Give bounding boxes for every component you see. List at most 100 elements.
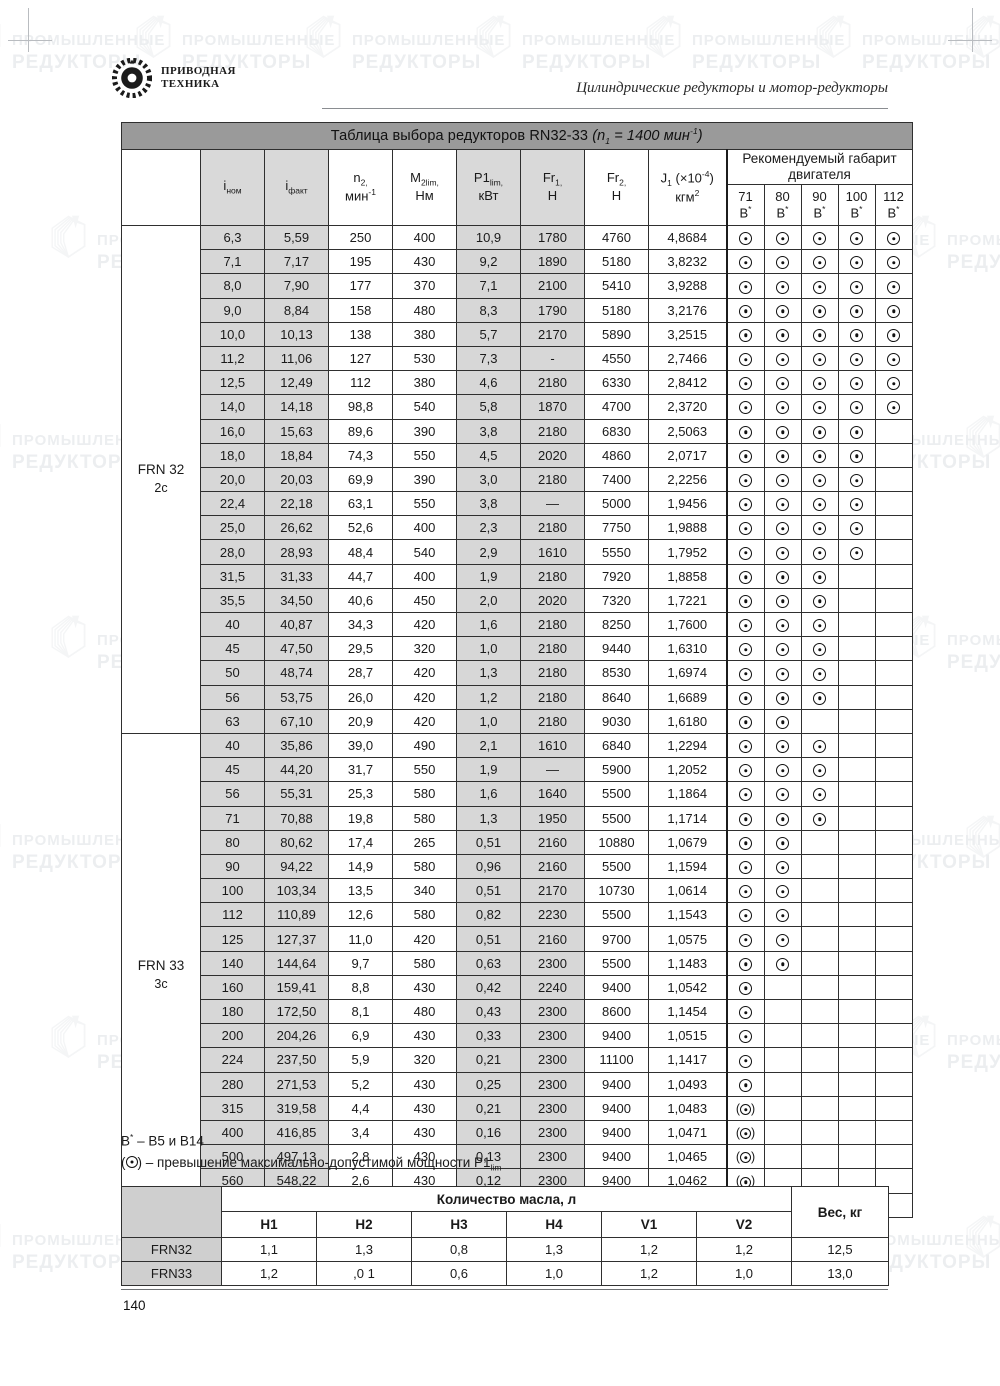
motor-available-icon [813,280,826,294]
cell-i-fact: 144,64 [264,950,329,976]
cell-i-fact: 8,84 [264,297,329,323]
motor-available-icon [813,377,826,391]
cell-motor-71 [725,684,765,710]
cell-p1lim: 7,1 [456,273,521,299]
cell-i-nom: 56 [200,684,265,710]
cell-fr1: 2180 [520,370,585,396]
cell-fr1: 2180 [520,684,585,710]
cell-motor-80 [763,1119,802,1146]
cell-p1lim: 2,3 [456,515,521,541]
cell-motor-112 [874,297,913,323]
cell-p1lim: 0,21 [456,1095,521,1121]
motor-available-icon [776,933,789,947]
cell-m2lim: 420 [392,684,457,710]
cell-fr2: 7400 [584,466,649,493]
cell-motor-80 [763,781,802,807]
cell-motor-100 [837,878,876,904]
cell-motor-80 [763,902,802,928]
cell-motor-80 [763,418,802,444]
cell-motor-100 [837,345,876,372]
cell-n2: 11,0 [328,926,393,952]
cell-motor-100 [837,587,876,614]
cell-motor-71 [725,587,765,614]
cell-motor-90 [800,1144,839,1170]
cell-motor-112 [874,1144,913,1170]
motor-available-icon [739,812,752,826]
cell-m2lim: 400 [392,515,457,541]
cell-i-fact: 40,87 [264,611,329,638]
cell-i-nom: 125 [200,926,265,952]
cell-p1lim: 1,6 [456,611,521,638]
motor-available-icon [850,304,863,318]
cell-motor-71 [725,345,765,372]
oil-value-H1: 1,2 [221,1261,317,1286]
cell-fr2: 5500 [584,950,649,976]
cell-fr2: 9030 [584,708,649,734]
table-row: 12,5 12,49 112 380 4,6 2180 6330 2,8412 [122,370,913,396]
cell-motor-71 [725,249,765,275]
motor-available-icon [776,764,789,778]
cell-i-fact: 48,74 [264,660,329,686]
cell-fr2: 4550 [584,345,649,372]
cell-p1lim: 5,7 [456,321,521,347]
cell-i-nom: 8,0 [200,273,265,299]
motor-available-icon [739,328,752,342]
column-header-m2lim: M2lim, Нм [392,149,457,226]
cell-motor-112 [874,708,913,734]
motor-available-icon [887,256,900,270]
cell-motor-100 [837,418,876,444]
cell-motor-71 [725,394,765,420]
cell-motor-90 [800,442,839,468]
motor-available-icon [739,957,752,971]
cell-i-fact: 7,90 [264,273,329,299]
table-row: 140 144,64 9,7 580 0,63 2300 5500 1,1483 [122,950,913,976]
cell-n2: 13,5 [328,878,393,904]
company-logo: ПРИВОДНАЯ ТЕХНИКА [112,58,236,98]
cell-p1lim: 0,96 [456,853,521,880]
cell-motor-71 [725,926,765,952]
oil-table-corner [121,1186,222,1238]
motor-available-icon [739,643,752,657]
cell-motor-71 [725,781,765,807]
motor-available-icon [776,498,789,512]
cell-i-nom: 224 [200,1047,265,1073]
cell-motor-90 [800,660,839,686]
cell-motor-112 [874,950,913,976]
cell-p1lim: 9,2 [456,249,521,275]
cell-motor-100 [837,1095,876,1121]
column-header-group [121,149,201,226]
cell-fr1: 2160 [520,829,585,855]
motor-available-icon [887,377,900,391]
cell-motor-80 [763,878,802,904]
cell-m2lim: 530 [392,345,457,372]
cell-fr2: 7920 [584,563,649,589]
oil-weight-value: 13,0 [791,1261,889,1286]
cell-motor-80 [763,297,802,323]
crop-mark-top-left-h [8,40,52,41]
cell-n2: 14,9 [328,853,393,880]
cell-j1: 1,0542 [648,974,727,1001]
cell-n2: 127 [328,345,393,372]
cell-i-nom: 18,0 [200,442,265,468]
cell-fr2: 9700 [584,926,649,952]
cell-j1: 1,8858 [648,563,727,589]
oil-value-V1: 1,2 [601,1261,697,1286]
motor-available-icon [776,522,789,536]
cell-j1: 1,7600 [648,611,727,638]
motor-overload-icon: () [735,1150,756,1165]
cell-n2: 8,8 [328,974,393,1001]
cell-motor-80 [763,974,802,1001]
cell-m2lim: 580 [392,902,457,928]
cell-motor-71 [725,370,765,396]
table-row: 45 47,50 29,5 320 1,0 2180 9440 1,6310 [122,636,913,662]
cell-i-nom: 200 [200,1023,265,1049]
cell-motor-90 [800,998,839,1025]
cell-motor-90 [800,950,839,976]
cell-motor-71 [725,611,765,638]
cell-motor-100 [837,466,876,493]
cell-fr1: 2170 [520,321,585,347]
cell-motor-100 [837,297,876,323]
cell-m2lim: 490 [392,732,457,759]
cell-motor-80 [763,563,802,589]
cell-motor-71 [725,732,765,759]
